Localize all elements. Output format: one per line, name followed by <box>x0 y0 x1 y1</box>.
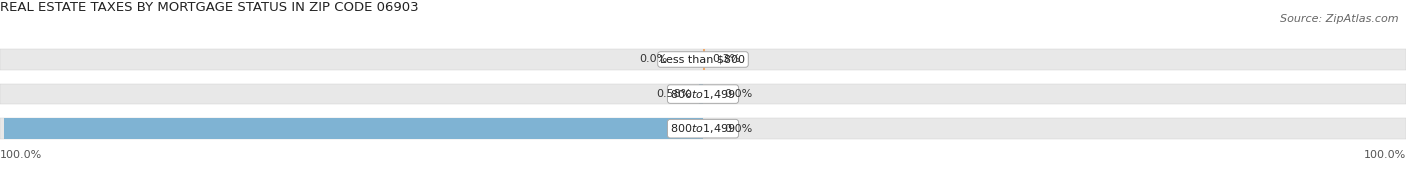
Text: 0.3%: 0.3% <box>711 54 741 64</box>
Text: 0.0%: 0.0% <box>724 89 752 99</box>
Bar <box>699 84 703 104</box>
Bar <box>0 118 1406 139</box>
Text: 100.0%: 100.0% <box>1364 150 1406 160</box>
Text: REAL ESTATE TAXES BY MORTGAGE STATUS IN ZIP CODE 06903: REAL ESTATE TAXES BY MORTGAGE STATUS IN … <box>0 1 419 14</box>
Text: 0.0%: 0.0% <box>724 124 752 134</box>
Text: Less than $800: Less than $800 <box>661 54 745 64</box>
Bar <box>4 118 703 139</box>
Text: 100.0%: 100.0% <box>0 150 42 160</box>
Text: $800 to $1,499: $800 to $1,499 <box>671 122 735 135</box>
Bar <box>0 84 1406 104</box>
Text: Source: ZipAtlas.com: Source: ZipAtlas.com <box>1281 14 1399 24</box>
Text: 0.0%: 0.0% <box>640 54 668 64</box>
Text: $800 to $1,499: $800 to $1,499 <box>671 88 735 101</box>
Bar <box>0 49 1406 70</box>
Text: 0.58%: 0.58% <box>657 89 692 99</box>
Bar <box>703 49 704 70</box>
